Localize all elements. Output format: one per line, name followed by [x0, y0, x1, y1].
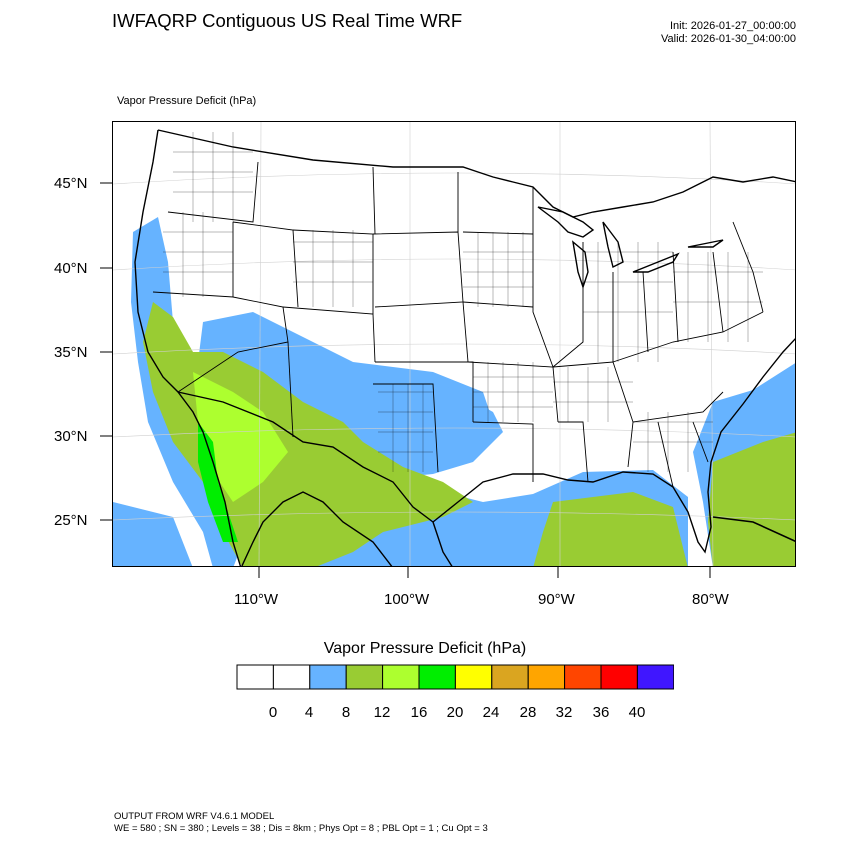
lon-label-110: 110°W: [234, 591, 279, 608]
colorbar-swatch-0: [236, 664, 274, 690]
colorbar-swatch-4: [382, 664, 420, 690]
lon-label-80: 80°W: [692, 591, 729, 608]
colorbar-swatch-9: [564, 664, 602, 690]
colorbar-swatch-11: [636, 664, 674, 690]
southwest-green: [143, 302, 473, 566]
colorbar-swatch-6: [454, 664, 493, 690]
colorbar-swatch-2: [309, 664, 347, 690]
colorbar-swatch-8: [527, 664, 566, 690]
init-time: Init: 2026-01-27_00:00:00: [670, 20, 796, 32]
lat-label-40: 40°N: [54, 260, 88, 277]
lon-label-100: 100°W: [384, 591, 430, 608]
colorbar-tick-40: 40: [628, 704, 646, 721]
lat-ticks: [100, 182, 112, 521]
colorbar-swatch-5: [418, 664, 456, 690]
map-panel: [112, 121, 796, 567]
lon-ticks: [258, 566, 711, 578]
colorbar-tick-16: 16: [410, 704, 428, 721]
map-canvas: [113, 122, 795, 566]
valid-time: Valid: 2026-01-30_04:00:00: [661, 33, 796, 45]
graticule: [113, 122, 795, 566]
state-borders: [152, 161, 764, 488]
baja-green: [198, 422, 238, 542]
colorbar: [236, 664, 674, 690]
colorbar-tick-0: 0: [268, 704, 278, 721]
chart-title: IWFAQRP Contiguous US Real Time WRF: [112, 10, 463, 31]
pacific-water-blue: [113, 502, 193, 566]
colorbar-tick-4: 4: [304, 704, 314, 721]
lat-label-35: 35°N: [54, 344, 88, 361]
lon-label-90: 90°W: [538, 591, 575, 608]
gulf-water-green: [533, 492, 688, 566]
colorbar-swatch-10: [600, 664, 638, 690]
colorbar-swatch-1: [272, 664, 311, 690]
southwest-lightgreen: [193, 372, 288, 502]
colorbar-tick-28: 28: [519, 704, 537, 721]
colorbar-title: Vapor Pressure Deficit (hPa): [323, 640, 527, 657]
colorbar-tick-8: 8: [341, 704, 351, 721]
colorbar-tick-36: 36: [592, 704, 610, 721]
colorbar-tick-32: 32: [555, 704, 573, 721]
texas-blue: [363, 377, 503, 478]
footer-params: WE = 580 ; SN = 380 ; Levels = 38 ; Dis …: [114, 823, 488, 834]
colorbar-tick-24: 24: [482, 704, 500, 721]
footer-model: OUTPUT FROM WRF V4.6.1 MODEL: [114, 811, 275, 822]
atlantic-water-green: [708, 432, 795, 566]
lat-label-30: 30°N: [54, 428, 88, 445]
colorbar-swatch-3: [345, 664, 384, 690]
lat-label-45: 45°N: [54, 175, 88, 192]
colorbar-tick-20: 20: [446, 704, 464, 721]
county-lines: [163, 132, 763, 472]
boundaries: [134, 129, 795, 566]
colorbar-swatch-7: [491, 664, 529, 690]
lat-label-25: 25°N: [54, 512, 88, 529]
colorbar-tick-12: 12: [373, 704, 391, 721]
field-label: Vapor Pressure Deficit (hPa): [117, 95, 257, 107]
